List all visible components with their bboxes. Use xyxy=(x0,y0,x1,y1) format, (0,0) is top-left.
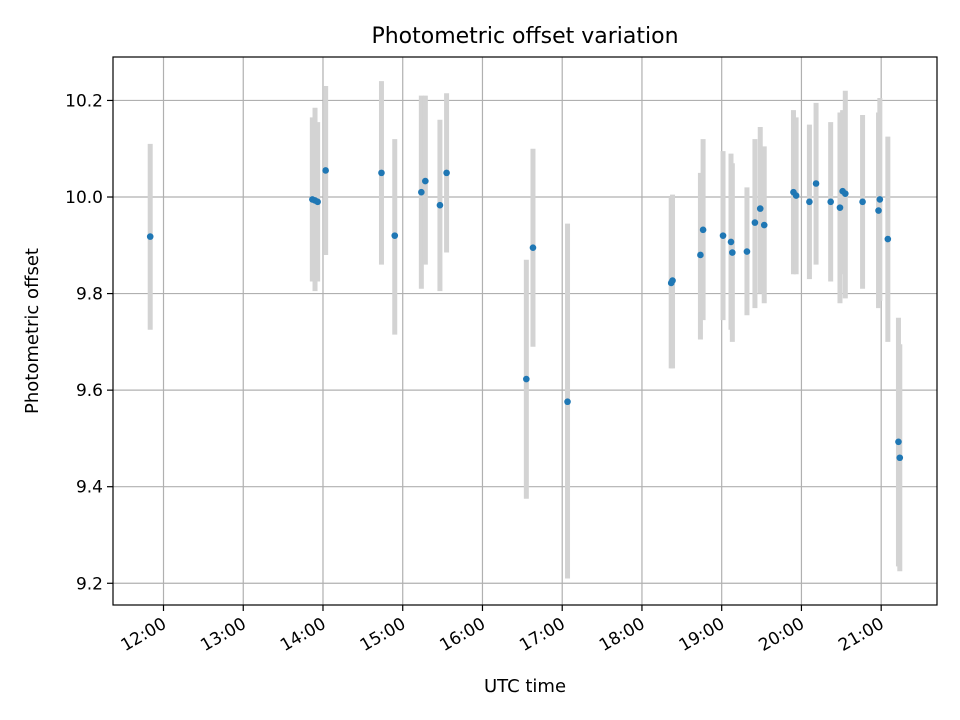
data-point xyxy=(418,188,425,196)
y-tick-label: 9.4 xyxy=(76,478,103,498)
data-point xyxy=(322,167,329,174)
data-point xyxy=(729,249,736,256)
data-point xyxy=(391,232,399,239)
x-tick-label: 13:00 xyxy=(197,614,249,656)
x-tick-label: 16:00 xyxy=(437,614,489,656)
error-bars xyxy=(147,81,903,579)
chart-title: Photometric offset variation xyxy=(371,24,678,49)
data-point xyxy=(727,238,735,246)
y-axis-label: Photometric offset xyxy=(22,248,43,414)
data-point xyxy=(806,198,813,206)
data-point xyxy=(564,398,571,406)
y-tick-label: 10.2 xyxy=(65,91,103,111)
data-point xyxy=(529,244,537,252)
data-point xyxy=(699,226,707,234)
data-point xyxy=(884,235,892,243)
y-tick-label: 10.0 xyxy=(65,188,103,208)
data-point xyxy=(756,205,764,212)
x-tick-label: 19:00 xyxy=(676,614,728,656)
data-point xyxy=(743,248,751,255)
data-point xyxy=(895,438,902,446)
y-tick-label: 9.8 xyxy=(76,285,103,305)
x-tick-label: 18:00 xyxy=(596,614,648,656)
data-points xyxy=(146,167,904,462)
data-point xyxy=(422,177,429,185)
data-point xyxy=(896,454,904,462)
data-point xyxy=(792,192,800,199)
x-axis-label: UTC time xyxy=(484,676,566,697)
data-point xyxy=(669,277,676,284)
data-point xyxy=(378,169,385,177)
data-point xyxy=(875,207,882,214)
data-point xyxy=(876,196,884,203)
y-tick-label: 9.6 xyxy=(76,381,103,401)
data-point xyxy=(146,233,154,240)
data-point xyxy=(314,198,321,206)
x-tick-label: 17:00 xyxy=(516,614,568,656)
data-point xyxy=(697,251,704,259)
data-point xyxy=(841,190,849,197)
data-point xyxy=(812,180,820,187)
x-tick-label: 12:00 xyxy=(118,614,170,656)
x-tick-label: 14:00 xyxy=(277,614,329,656)
data-point xyxy=(751,219,759,226)
x-tick-label: 21:00 xyxy=(835,614,887,656)
data-point xyxy=(443,169,450,177)
plot-frame xyxy=(112,56,938,606)
data-point xyxy=(859,198,866,206)
data-point xyxy=(719,232,727,239)
data-point xyxy=(760,221,768,229)
data-point xyxy=(523,375,530,383)
data-point xyxy=(836,204,844,211)
x-axis-ticks: 12:00 13:00 14:00 15:00 16:00 17:00 18:00 19:00… xyxy=(118,605,888,656)
x-tick-label: 15:00 xyxy=(357,614,409,656)
data-point xyxy=(436,201,444,209)
data-point xyxy=(827,198,834,206)
y-axis-ticks: 9.2 9.4 9.6 9.8 10.0 10.2 xyxy=(65,91,113,594)
x-tick-label: 20:00 xyxy=(756,614,808,656)
y-tick-label: 9.2 xyxy=(76,574,103,594)
